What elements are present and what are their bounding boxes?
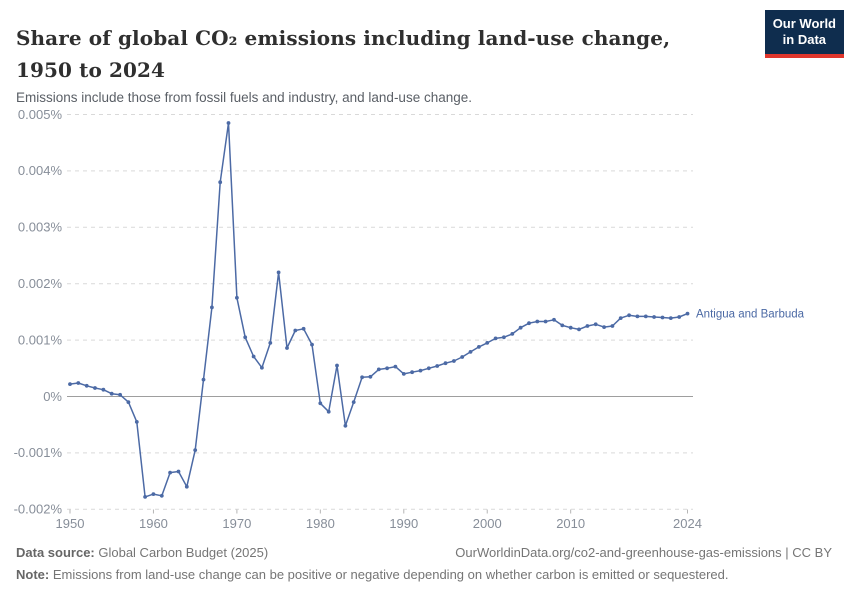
note-label: Note: <box>16 567 50 582</box>
svg-text:0.005%: 0.005% <box>18 107 63 122</box>
series-end-label[interactable]: Antigua and Barbuda <box>696 309 805 321</box>
svg-text:-0.001%: -0.001% <box>14 445 63 460</box>
data-series[interactable]: Antigua and Barbuda <box>68 121 805 499</box>
data-source: Data source: Global Carbon Budget (2025) <box>16 545 268 560</box>
svg-text:0.003%: 0.003% <box>18 220 63 235</box>
data-source-text: Global Carbon Budget (2025) <box>94 545 269 560</box>
credit-link[interactable]: OurWorldinData.org/co2-and-greenhouse-ga… <box>455 545 832 560</box>
svg-text:1960: 1960 <box>139 516 168 531</box>
y-gridlines <box>67 114 693 510</box>
series-line <box>69 122 688 498</box>
svg-text:0.004%: 0.004% <box>18 163 63 178</box>
note-text: Emissions from land-use change can be po… <box>49 567 729 582</box>
chart-title: Share of global CO₂ emissions including … <box>16 26 671 82</box>
svg-text:2024: 2024 <box>673 516 702 531</box>
series-markers <box>68 121 690 499</box>
svg-text:2000: 2000 <box>473 516 502 531</box>
chart-subtitle: Emissions include those from fossil fuel… <box>16 89 472 105</box>
svg-text:0%: 0% <box>43 389 62 404</box>
owid-logo[interactable]: Our World in Data <box>764 10 844 58</box>
x-axis: 1950 1960 1970 1980 1990 2000 2010 2024 <box>56 509 702 531</box>
data-source-label: Data source: <box>16 545 95 560</box>
svg-text:-0.002%: -0.002% <box>14 502 63 517</box>
chart-note: Note: Emissions from land-use change can… <box>16 567 729 582</box>
svg-text:1950: 1950 <box>56 516 85 531</box>
y-axis-labels: 0.005% 0.004% 0.003% 0.002% 0.001% 0% -0.001% -… <box>14 107 63 517</box>
svg-text:1990: 1990 <box>389 516 418 531</box>
svg-text:0.001%: 0.001% <box>18 332 63 347</box>
owid-logo-line2: in Data <box>782 32 827 48</box>
svg-text:1980: 1980 <box>306 516 335 531</box>
svg-text:2010: 2010 <box>556 516 585 531</box>
owid-logo-line1: Our World <box>772 16 836 31</box>
svg-text:0.002%: 0.002% <box>18 276 63 291</box>
svg-text:1970: 1970 <box>222 516 251 531</box>
